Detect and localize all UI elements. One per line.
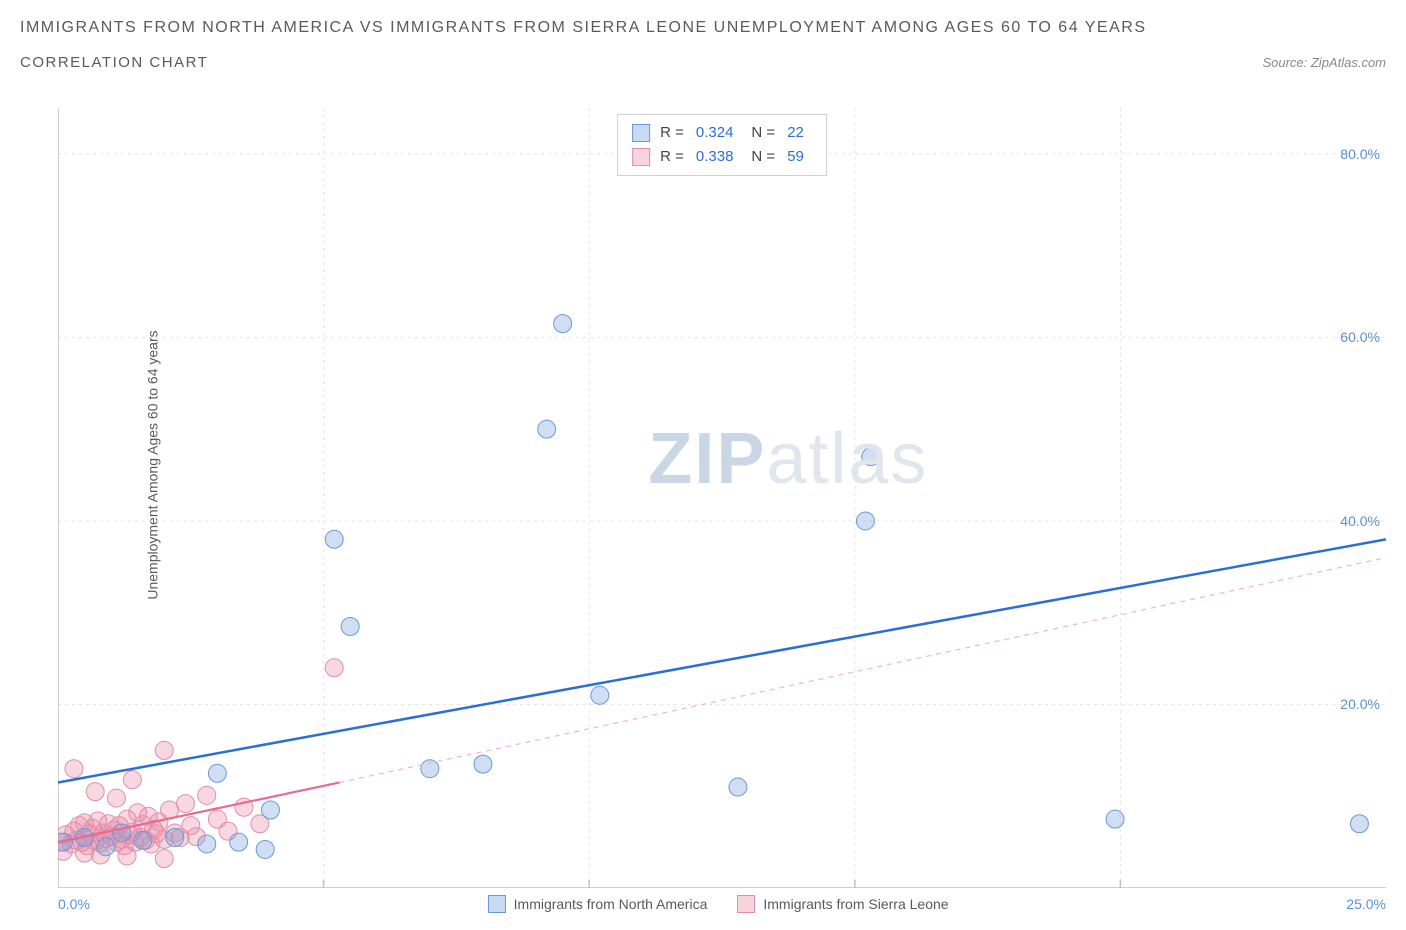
- r-value: 0.338: [696, 145, 734, 169]
- stats-row: R = 0.324 N = 22: [632, 121, 812, 145]
- swatch-blue: [488, 895, 506, 913]
- chart-area: ZIPatlas R = 0.324 N = 22 R = 0.338 N = …: [58, 108, 1386, 888]
- swatch-pink: [737, 895, 755, 913]
- page-title: IMMIGRANTS FROM NORTH AMERICA VS IMMIGRA…: [20, 16, 1386, 40]
- scatter-plot: [58, 108, 1386, 888]
- x-axis-footer: 0.0% Immigrants from North America Immig…: [58, 892, 1386, 916]
- x-axis-legend: Immigrants from North America Immigrants…: [488, 895, 949, 913]
- n-value: 22: [787, 121, 804, 145]
- swatch-pink: [632, 148, 650, 166]
- legend-item: Immigrants from Sierra Leone: [737, 895, 948, 913]
- r-label: R =: [660, 145, 684, 169]
- y-tick: 40.0%: [1340, 513, 1380, 529]
- page-subtitle: CORRELATION CHART: [20, 54, 208, 71]
- source-attribution: Source: ZipAtlas.com: [1262, 55, 1386, 70]
- legend-label: Immigrants from Sierra Leone: [763, 896, 948, 912]
- r-value: 0.324: [696, 121, 734, 145]
- legend-label: Immigrants from North America: [514, 896, 708, 912]
- r-label: R =: [660, 121, 684, 145]
- swatch-blue: [632, 124, 650, 142]
- x-tick-min: 0.0%: [58, 896, 90, 912]
- y-tick: 80.0%: [1340, 146, 1380, 162]
- stats-legend-box: R = 0.324 N = 22 R = 0.338 N = 59: [617, 114, 827, 176]
- stats-row: R = 0.338 N = 59: [632, 145, 812, 169]
- n-label: N =: [751, 145, 775, 169]
- x-tick-max: 25.0%: [1346, 896, 1386, 912]
- n-label: N =: [751, 121, 775, 145]
- y-tick: 60.0%: [1340, 329, 1380, 345]
- legend-item: Immigrants from North America: [488, 895, 708, 913]
- n-value: 59: [787, 145, 804, 169]
- y-tick: 20.0%: [1340, 696, 1380, 712]
